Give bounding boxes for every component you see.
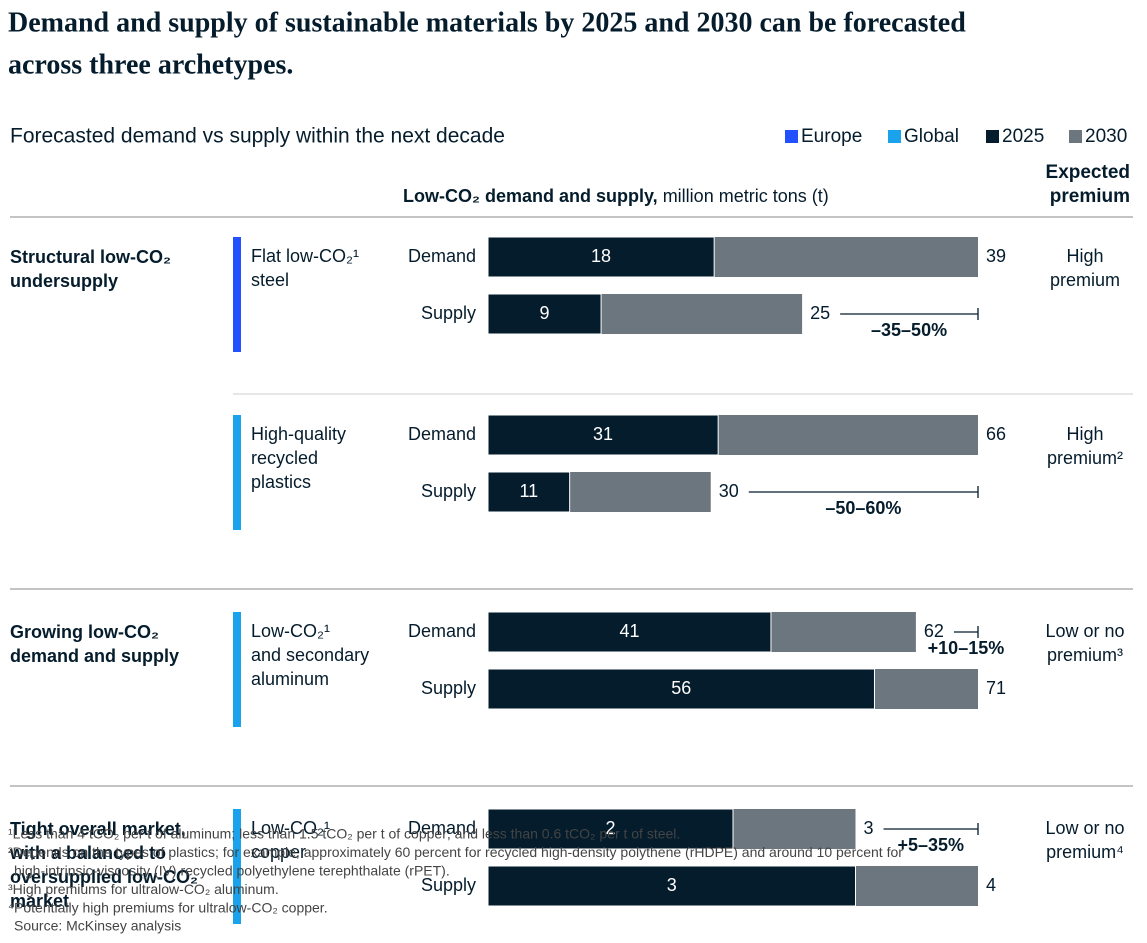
bar-2025	[487, 668, 875, 710]
row-label: Demand	[408, 424, 476, 444]
title: Demand and supply of sustainable materia…	[8, 7, 966, 38]
premium-label: premium	[1050, 270, 1120, 290]
material-label: Low-CO₂¹	[251, 818, 330, 838]
archetype-label: Growing low-CO₂	[10, 622, 159, 642]
value-label-2025: 31	[593, 424, 613, 444]
region-marker	[233, 415, 241, 530]
legend-label: Global	[904, 126, 959, 147]
premium-label: High	[1066, 246, 1103, 266]
region-marker	[233, 612, 241, 727]
footnote: Source: McKinsey analysis	[14, 918, 181, 934]
region-marker	[233, 237, 241, 352]
value-label-2025: 56	[671, 678, 691, 698]
material-label: and secondary	[251, 645, 369, 665]
premium-header: Expected	[1046, 162, 1130, 183]
gap-label: –50–60%	[825, 498, 901, 518]
legend-swatch	[1069, 130, 1082, 143]
footnote: ³High premiums for ultralow-CO₂ aluminum…	[8, 881, 279, 897]
legend-swatch	[986, 130, 999, 143]
material-label: copper	[251, 842, 306, 862]
title: across three archetypes.	[8, 49, 293, 80]
archetype-label: oversupplied low-CO₂	[10, 867, 198, 887]
value-label-2025: 18	[591, 246, 611, 266]
row-label: Demand	[408, 818, 476, 838]
premium-label: premium⁴	[1046, 842, 1124, 862]
premium-label: Low or no	[1045, 621, 1124, 641]
footnote: high-intrinsic-viscosity (IV) recycled p…	[14, 863, 450, 879]
value-label-2025: 11	[519, 481, 538, 501]
premium-header: premium	[1050, 186, 1130, 207]
premium-label: premium²	[1047, 448, 1123, 468]
bar-2025	[487, 808, 734, 850]
bar-2025	[487, 865, 856, 907]
value-label-2030: 71	[986, 678, 1006, 698]
legend-label: 2025	[1002, 126, 1044, 147]
premium-label: premium³	[1047, 645, 1123, 665]
bar-2025	[487, 414, 719, 456]
gap-label: +10–15%	[928, 638, 1005, 658]
archetype-label: market	[10, 891, 69, 911]
value-label-2025: 41	[619, 621, 639, 641]
legend-label: Europe	[801, 126, 862, 147]
value-label-2030: 30	[719, 481, 739, 501]
material-label: High-quality	[251, 424, 346, 444]
legend-label: 2030	[1085, 126, 1127, 147]
value-header-unit: million metric tons (t)	[663, 186, 829, 206]
value-header-bold: Low-CO₂ demand and supply,	[403, 186, 658, 206]
value-label-2030: 3	[864, 818, 874, 838]
value-label-2030: 4	[986, 875, 996, 895]
value-label-2025: 9	[540, 303, 550, 323]
premium-label: High	[1066, 424, 1103, 444]
bar-2025	[487, 236, 715, 278]
value-label-2030: 25	[810, 303, 830, 323]
row-label: Demand	[408, 246, 476, 266]
row-label: Demand	[408, 621, 476, 641]
value-label-2030: 39	[986, 246, 1006, 266]
footnote: ⁴Potentially high premiums for ultralow-…	[8, 899, 328, 915]
material-label: Low-CO₂¹	[251, 621, 330, 641]
bar-2025	[487, 611, 772, 653]
premium-label: Low or no	[1045, 818, 1124, 838]
archetype-label: demand and supply	[10, 646, 179, 666]
row-label: Supply	[421, 481, 476, 501]
value-header: Low-CO₂ demand and supply, million metri…	[403, 186, 829, 206]
row-label: Supply	[421, 875, 476, 895]
bar-2025	[487, 293, 602, 335]
material-label: recycled	[251, 448, 318, 468]
legend-swatch	[785, 130, 798, 143]
material-label: aluminum	[251, 669, 329, 689]
row-label: Supply	[421, 678, 476, 698]
value-label-2030: 66	[986, 424, 1006, 444]
value-label-2025: 2	[605, 818, 615, 838]
material-label: steel	[251, 270, 289, 290]
subtitle: Forecasted demand vs supply within the n…	[10, 125, 505, 148]
gap-label: –35–50%	[871, 320, 947, 340]
footnote: ¹Less than 4 tCO₂ per t of aluminum; les…	[8, 826, 680, 842]
archetype-label: Tight overall market,	[10, 819, 186, 839]
value-label-2030: 62	[924, 621, 944, 641]
footnote: ²Depends on the types of plastics; for e…	[8, 844, 903, 860]
material-label: Flat low-CO₂¹	[251, 246, 359, 266]
region-marker	[233, 809, 241, 924]
gap-label: +5–35%	[897, 835, 964, 855]
bar-2025	[487, 471, 571, 513]
archetype-label: with a balanced to	[9, 843, 166, 863]
material-label: plastics	[251, 472, 311, 492]
row-label: Supply	[421, 303, 476, 323]
value-label-2025: 3	[667, 875, 677, 895]
archetype-label: Structural low-CO₂	[10, 247, 171, 267]
archetype-label: undersupply	[10, 271, 118, 291]
legend-swatch	[888, 130, 901, 143]
